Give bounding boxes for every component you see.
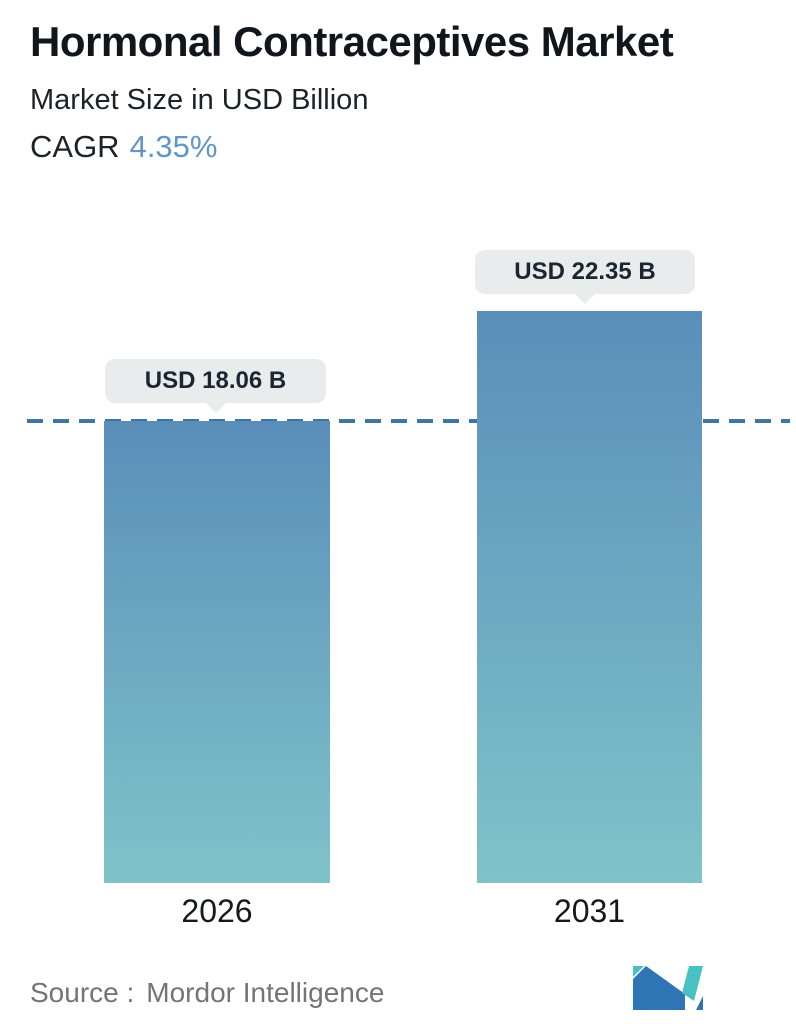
chart-subtitle: Market Size in USD Billion xyxy=(30,84,369,116)
page-title: Hormonal Contraceptives Market xyxy=(30,18,674,65)
value-callout-2031: USD 22.35 B xyxy=(475,250,695,304)
bar-2026 xyxy=(104,421,330,883)
callout-tail xyxy=(204,402,227,413)
source-value: Mordor Intelligence xyxy=(146,977,385,1008)
cagr-value: 4.35% xyxy=(129,129,218,164)
x-axis-label-2031: 2031 xyxy=(553,893,626,929)
value-label-2026: USD 18.06 B xyxy=(144,367,287,394)
source-label: Source : xyxy=(30,977,135,1008)
callout-tail xyxy=(574,293,596,304)
mordor-intelligence-logo xyxy=(633,966,703,1010)
source-line: Source : Mordor Intelligence xyxy=(30,977,384,1009)
value-callout-2026: USD 18.06 B xyxy=(105,359,326,413)
x-axis-label-2026: 2026 xyxy=(181,893,253,929)
bar-2031 xyxy=(477,311,702,883)
reference-dashed-line xyxy=(27,419,790,423)
value-label-2031: USD 22.35 B xyxy=(514,258,656,285)
cagr-line: CAGR 4.35% xyxy=(30,129,217,165)
cagr-label: CAGR xyxy=(30,129,120,164)
